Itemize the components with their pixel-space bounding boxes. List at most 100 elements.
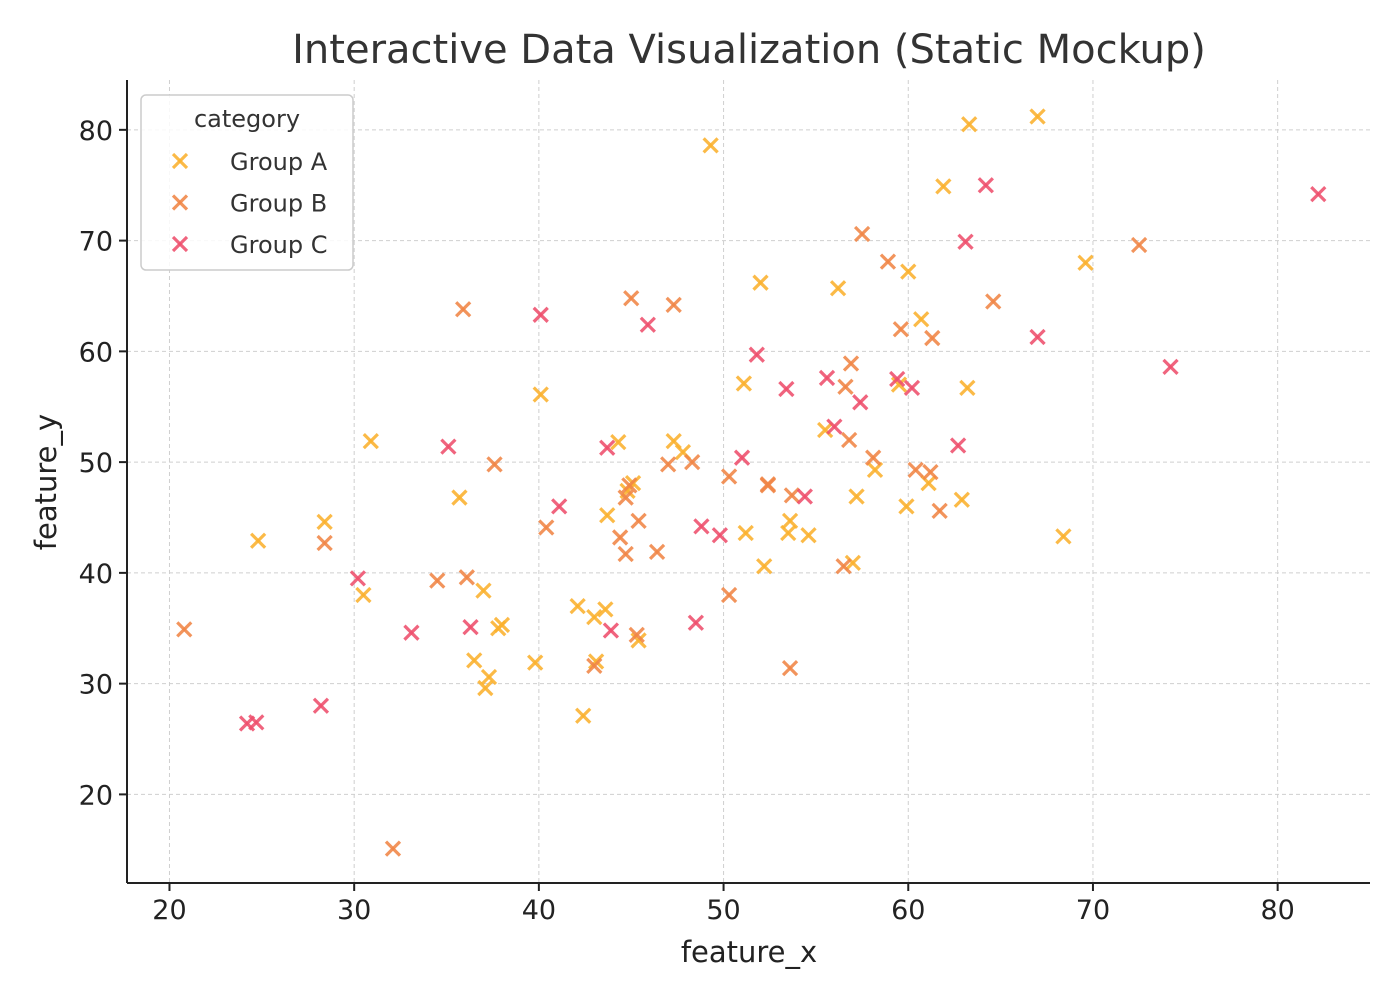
data-point <box>597 601 614 618</box>
data-point <box>617 545 634 563</box>
data-point <box>781 659 799 677</box>
data-point <box>486 456 503 473</box>
data-point <box>957 233 974 250</box>
legend-title: category <box>194 105 300 133</box>
data-point <box>931 502 948 519</box>
data-point <box>783 487 801 504</box>
y-tick-label: 40 <box>79 559 113 590</box>
data-point <box>853 225 871 243</box>
data-point <box>913 311 930 328</box>
y-tick-label: 80 <box>79 116 113 147</box>
data-point <box>879 253 897 270</box>
data-point <box>475 582 492 599</box>
data-point <box>665 296 682 313</box>
data-point <box>985 293 1002 310</box>
data-point <box>660 456 677 473</box>
data-point <box>852 394 869 411</box>
data-point <box>892 321 910 338</box>
data-point <box>842 355 860 372</box>
data-point <box>610 434 627 451</box>
data-point <box>735 375 753 392</box>
data-point <box>924 329 941 347</box>
data-point <box>796 488 813 505</box>
data-point <box>900 263 917 280</box>
data-point <box>780 524 797 542</box>
data-point <box>587 653 605 670</box>
data-point <box>756 558 773 575</box>
data-point <box>458 569 475 586</box>
data-point <box>759 477 777 494</box>
data-point <box>848 488 865 505</box>
points-layer <box>176 108 1327 857</box>
y-tick-label: 50 <box>79 448 113 479</box>
data-point <box>176 621 193 638</box>
data-point <box>889 370 906 388</box>
data-point <box>720 586 738 604</box>
x-tick-label: 30 <box>337 895 371 926</box>
x-tick-label: 70 <box>1076 895 1110 926</box>
data-point <box>480 668 498 686</box>
data-point <box>961 116 978 133</box>
data-point <box>599 439 616 456</box>
chart-title: Interactive Data Visualization (Static M… <box>292 27 1206 73</box>
data-point <box>737 524 754 542</box>
data-point <box>599 507 616 524</box>
data-point <box>462 619 479 636</box>
legend-label-3: Group C <box>230 231 327 259</box>
data-point <box>384 840 402 857</box>
data-point <box>693 518 710 535</box>
data-point <box>538 519 555 536</box>
data-point <box>922 463 939 481</box>
data-point <box>362 432 379 450</box>
data-point <box>837 378 854 395</box>
data-point <box>551 498 568 515</box>
data-point <box>844 554 861 572</box>
data-point <box>466 652 483 669</box>
legend-label-2: Group B <box>230 190 327 218</box>
legend-label-1: Group A <box>230 148 328 176</box>
data-point <box>1130 236 1148 254</box>
legend-marker-1 <box>171 152 189 170</box>
data-point <box>621 477 638 494</box>
data-point <box>477 679 494 697</box>
data-point <box>248 714 265 731</box>
data-point <box>586 609 603 626</box>
data-point <box>250 532 267 549</box>
data-point <box>977 177 994 194</box>
data-point <box>684 453 701 471</box>
data-point <box>778 380 795 398</box>
data-point <box>1055 528 1072 545</box>
data-point <box>532 306 549 323</box>
data-point <box>935 178 952 195</box>
data-point <box>720 468 738 485</box>
series-group-b <box>176 225 1148 857</box>
data-point <box>752 274 769 291</box>
data-point <box>1077 254 1094 271</box>
y-tick-label: 20 <box>79 780 113 811</box>
data-point <box>1310 185 1327 203</box>
data-point <box>648 543 666 560</box>
data-point <box>1162 358 1179 375</box>
data-point <box>455 301 472 318</box>
data-point <box>451 489 468 506</box>
data-point <box>711 527 729 544</box>
data-point <box>949 437 967 454</box>
data-point <box>602 622 620 639</box>
data-point <box>841 431 858 449</box>
y-tick-label: 70 <box>79 227 113 258</box>
legend-box <box>140 94 354 271</box>
data-point <box>617 489 634 506</box>
data-point <box>953 491 970 508</box>
data-point <box>781 512 799 529</box>
x-tick-label: 50 <box>706 895 740 926</box>
data-point <box>575 707 592 724</box>
legend-marker-3 <box>171 235 189 253</box>
data-point <box>702 137 719 154</box>
data-point <box>355 586 372 604</box>
data-point <box>829 280 847 297</box>
data-point <box>312 697 330 714</box>
y-tick-label: 60 <box>79 337 113 368</box>
data-point <box>866 461 884 479</box>
